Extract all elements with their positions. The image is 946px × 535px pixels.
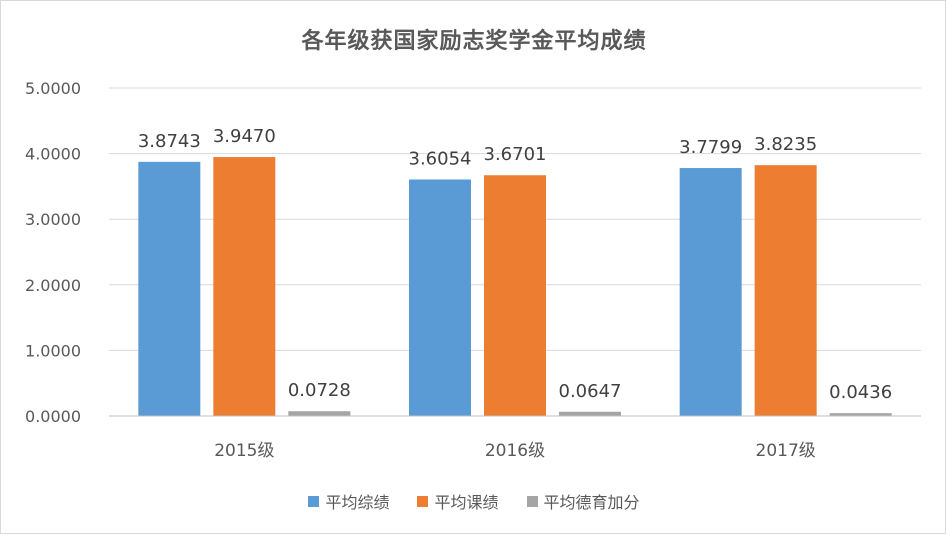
data-label-series-2-cat-2: 0.0436	[829, 382, 892, 403]
y-tick-label-0: 0.0000	[25, 407, 81, 426]
bar-series-2-cat-2	[829, 413, 892, 416]
legend: 平均综绩 平均课绩 平均德育加分	[1, 489, 946, 513]
legend-label-series-1: 平均课绩	[434, 493, 499, 512]
legend-swatch-series-2	[526, 495, 538, 507]
x-tick-label-1: 2016级	[485, 441, 545, 461]
legend-item-series-1: 平均课绩	[417, 489, 499, 513]
data-label-series-0-cat-0: 3.8743	[138, 131, 201, 152]
bar-series-0-cat-1	[409, 179, 471, 416]
legend-swatch-series-1	[417, 495, 429, 507]
legend-swatch-series-0	[308, 495, 320, 507]
bar-series-1-cat-1	[484, 175, 546, 416]
data-label-series-1-cat-1: 3.6701	[484, 144, 547, 165]
data-label-series-1-cat-2: 3.8235	[754, 134, 817, 155]
y-tick-label-2: 2.0000	[25, 276, 81, 295]
y-tick-label-1: 1.0000	[25, 341, 81, 360]
bar-series-2-cat-1	[559, 411, 621, 416]
data-label-series-0-cat-1: 3.6054	[409, 148, 472, 169]
bar-series-1-cat-2	[754, 165, 817, 416]
legend-item-series-2: 平均德育加分	[526, 489, 640, 513]
x-tick-label-0: 2015级	[214, 441, 274, 461]
data-label-series-0-cat-2: 3.7799	[679, 137, 742, 158]
x-tick-label-2: 2017级	[756, 441, 816, 461]
data-label-series-2-cat-1: 0.0647	[559, 381, 622, 402]
data-label-series-2-cat-0: 0.0728	[288, 380, 351, 401]
y-tick-label-3: 3.0000	[25, 210, 81, 229]
chart-title: 各年级获国家励志奖学金平均成绩	[301, 29, 647, 54]
legend-item-series-0: 平均综绩	[308, 489, 389, 513]
legend-label-series-0: 平均综绩	[325, 493, 390, 512]
y-tick-label-4: 4.0000	[25, 145, 81, 164]
bar-series-1-cat-0	[213, 157, 276, 417]
data-label-series-1-cat-0: 3.9470	[213, 126, 276, 147]
y-tick-label-5: 5.0000	[25, 79, 81, 98]
bar-series-2-cat-0	[288, 411, 351, 416]
bar-series-0-cat-2	[679, 168, 742, 416]
legend-label-series-2: 平均德育加分	[543, 493, 640, 512]
bar-series-0-cat-0	[138, 161, 201, 416]
